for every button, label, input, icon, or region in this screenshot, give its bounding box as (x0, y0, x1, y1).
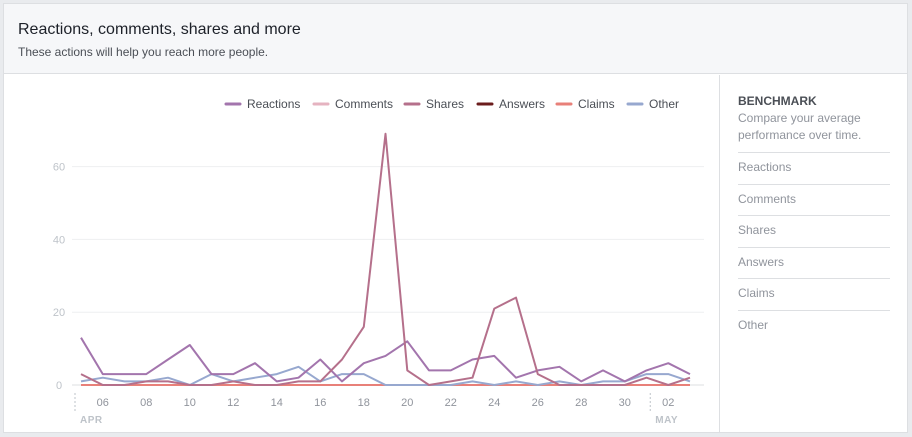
x-tick-label: 08 (140, 397, 152, 409)
x-tick-label: 22 (445, 397, 457, 409)
legend-item-comments: Comments (312, 97, 393, 111)
legend-label: Reactions (247, 97, 300, 111)
card-subtitle: These actions will help you reach more p… (18, 45, 269, 59)
benchmark-sidebar: BENCHMARK Compare your average performan… (719, 75, 909, 432)
x-tick-label: 06 (97, 397, 109, 409)
benchmark-item-claims[interactable]: Claims (738, 278, 890, 310)
legend-item-claims: Claims (555, 97, 615, 111)
benchmark-title: BENCHMARK (738, 94, 817, 108)
card-header: Reactions, comments, shares and more The… (4, 4, 907, 74)
legend-label: Comments (335, 97, 393, 111)
x-tick-label: 28 (575, 397, 587, 409)
chart-grid (72, 166, 704, 386)
series-line-other (80, 365, 691, 386)
y-tick-label: 60 (53, 162, 65, 174)
x-tick-label: 26 (532, 397, 544, 409)
y-tick-label: 20 (53, 307, 65, 319)
legend-label: Claims (578, 97, 615, 111)
y-tick-label: 0 (56, 380, 62, 392)
x-tick-label: 20 (401, 397, 413, 409)
legend-item-other: Other (626, 97, 679, 111)
x-tick-label: 10 (184, 397, 196, 409)
x-tick-label: 24 (488, 397, 500, 409)
month-label: MAY (655, 415, 678, 426)
month-label: APR (80, 415, 103, 426)
chart-series (80, 132, 691, 386)
card-title: Reactions, comments, shares and more (18, 21, 301, 38)
benchmark-item-other[interactable]: Other (738, 309, 890, 342)
y-axis: 0 20 40 60 (53, 162, 65, 392)
y-tick-label: 40 (53, 234, 65, 246)
legend-label: Other (649, 97, 679, 111)
legend-item-answers: Answers (476, 97, 545, 111)
legend-label: Shares (426, 97, 464, 111)
x-tick-label: 30 (619, 397, 631, 409)
benchmark-item-shares[interactable]: Shares (738, 215, 890, 247)
x-tick-label: 02 (662, 397, 674, 409)
benchmark-item-answers[interactable]: Answers (738, 246, 890, 279)
legend-label: Answers (499, 97, 545, 111)
legend-item-reactions: Reactions (224, 97, 300, 111)
x-tick-label: 16 (314, 397, 326, 409)
chart-legend: Reactions Comments Shares Answers Claims Othe… (224, 97, 679, 111)
benchmark-item-reactions[interactable]: Reactions (738, 152, 890, 184)
x-tick-label: 18 (358, 397, 370, 409)
x-axis: 06 08 10 12 14 16 18 20 22 24 26 28 30 02 APR MAY (74, 393, 678, 426)
line-chart: Reactions Comments Shares Answers Claims Othe… (53, 97, 704, 426)
reactions-card: Reactions, comments, shares and more The… (3, 3, 908, 433)
chart-area: Reactions Comments Shares Answers Claims Othe… (4, 75, 718, 432)
legend-item-shares: Shares (403, 97, 464, 111)
x-tick-label: 14 (271, 397, 283, 409)
series-line-shares (80, 132, 691, 386)
benchmark-list: Reactions Comments Shares Answers Claims… (738, 152, 890, 342)
series-line-reactions (80, 337, 691, 383)
x-tick-label: 12 (227, 397, 239, 409)
benchmark-description: Compare your average performance over ti… (738, 111, 862, 142)
benchmark-item-comments[interactable]: Comments (738, 183, 890, 216)
